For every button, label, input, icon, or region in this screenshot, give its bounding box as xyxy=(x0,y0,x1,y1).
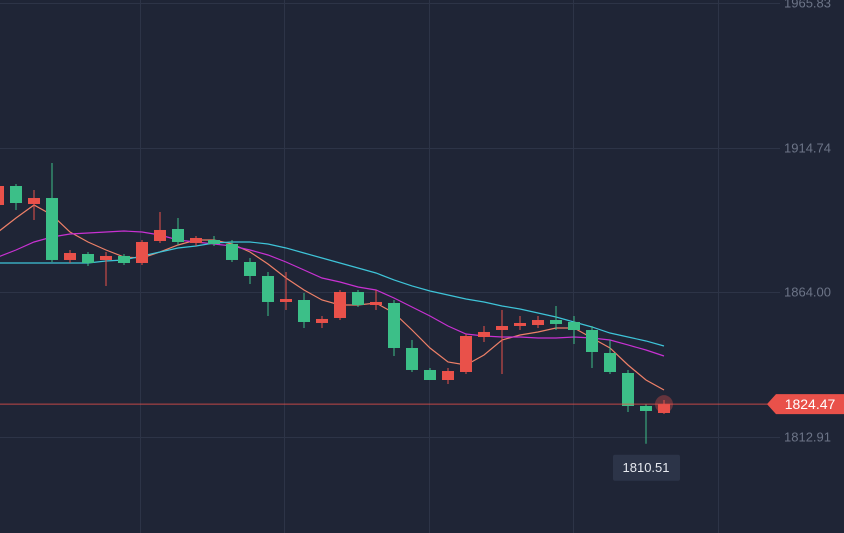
candle-body xyxy=(478,331,490,338)
moving-average-line xyxy=(0,204,665,391)
low-price-label: 1810.51 xyxy=(623,460,670,475)
candle-body xyxy=(370,301,382,305)
candle-body xyxy=(550,320,562,324)
candle-body xyxy=(316,318,328,323)
candle-body xyxy=(568,321,580,330)
candle-body xyxy=(64,253,76,260)
y-tick-label: 1914.74 xyxy=(784,140,831,155)
moving-average-line xyxy=(0,230,665,357)
candle-body xyxy=(172,228,184,242)
vertical-grid xyxy=(140,0,719,533)
candle-body xyxy=(460,335,472,373)
y-tick-label: 1812.91 xyxy=(784,429,831,444)
candle-body xyxy=(82,253,94,263)
candle-body xyxy=(0,186,4,205)
last-price-glow xyxy=(655,395,673,414)
candle-body xyxy=(28,198,40,204)
candle-body xyxy=(190,237,202,243)
candle-body xyxy=(514,322,526,326)
candle-body xyxy=(298,300,310,322)
candle-body xyxy=(406,347,418,370)
last-price-tag xyxy=(767,394,844,415)
candle-body xyxy=(136,241,148,263)
y-tick-label: 1965.83 xyxy=(784,0,831,10)
candle-body xyxy=(334,291,346,318)
candle-body xyxy=(658,404,670,413)
candle-body xyxy=(604,352,616,373)
candle-body xyxy=(118,255,130,263)
candle-body xyxy=(10,186,22,204)
moving-average-line xyxy=(0,241,665,347)
y-tick-label: 1864.00 xyxy=(784,284,831,299)
candle-body xyxy=(532,320,544,326)
candle-body xyxy=(622,372,634,407)
candle-body xyxy=(208,240,220,245)
last-price-label: 1824.47 xyxy=(785,396,836,412)
candle-body xyxy=(442,371,454,381)
candle-body xyxy=(226,244,238,260)
candle-body xyxy=(388,303,400,348)
candle-body xyxy=(280,299,292,302)
candle-body xyxy=(100,255,112,260)
candle-body xyxy=(352,291,364,305)
candle-body xyxy=(244,262,256,276)
candle-body xyxy=(640,406,652,411)
candle-body xyxy=(154,229,166,242)
candle-body xyxy=(424,369,436,381)
candle-body xyxy=(46,198,58,260)
candle-body xyxy=(262,275,274,302)
candle-body xyxy=(586,329,598,352)
low-price-box xyxy=(613,454,680,481)
candle-body xyxy=(496,325,508,330)
